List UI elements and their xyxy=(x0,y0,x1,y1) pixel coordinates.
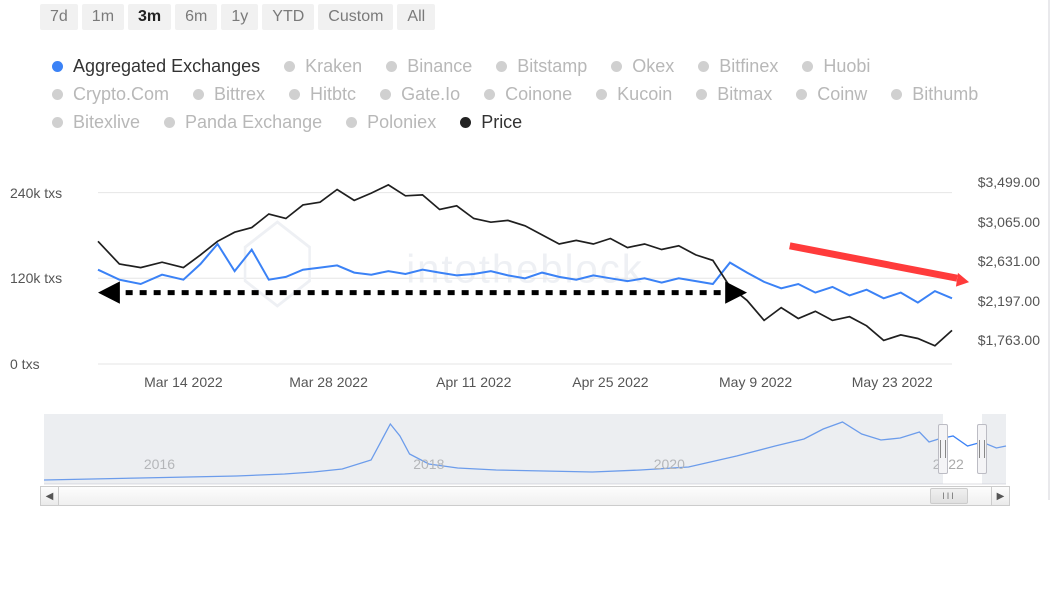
legend-item-aggregated-exchanges[interactable]: Aggregated Exchanges xyxy=(52,52,260,80)
legend-label: Crypto.Com xyxy=(73,80,169,108)
range-ytd[interactable]: YTD xyxy=(262,4,314,30)
navigator-plot[interactable]: 2016201820202022 xyxy=(44,414,1006,484)
navigator-scrollbar: ◀ III ▶ xyxy=(40,486,1010,506)
y-right-tick: $2,197.00 xyxy=(978,293,1040,309)
legend-label: Bittrex xyxy=(214,80,265,108)
range-1m[interactable]: 1m xyxy=(82,4,124,30)
legend-item-bitstamp[interactable]: Bitstamp xyxy=(496,52,587,80)
legend-item-poloniex[interactable]: Poloniex xyxy=(346,108,436,136)
legend-item-crypto-com[interactable]: Crypto.Com xyxy=(52,80,169,108)
x-tick: May 9 2022 xyxy=(719,374,792,390)
legend-item-panda-exchange[interactable]: Panda Exchange xyxy=(164,108,322,136)
legend-dot-icon xyxy=(696,89,707,100)
scrollbar-track[interactable]: III xyxy=(59,487,991,505)
legend-item-kucoin[interactable]: Kucoin xyxy=(596,80,672,108)
range-3m[interactable]: 3m xyxy=(128,4,171,30)
legend-label: Bitstamp xyxy=(517,52,587,80)
range-custom[interactable]: Custom xyxy=(318,4,393,30)
legend-label: Kraken xyxy=(305,52,362,80)
legend-item-binance[interactable]: Binance xyxy=(386,52,472,80)
legend-label: Price xyxy=(481,108,522,136)
navigator: 2016201820202022 ◀ III ▶ xyxy=(40,414,1010,504)
scroll-right-button[interactable]: ▶ xyxy=(991,487,1009,505)
legend-item-bitexlive[interactable]: Bitexlive xyxy=(52,108,140,136)
legend-label: Poloniex xyxy=(367,108,436,136)
y-left-tick: 240k txs xyxy=(10,185,62,201)
legend-item-coinone[interactable]: Coinone xyxy=(484,80,572,108)
legend-dot-icon xyxy=(52,117,63,128)
scrollbar-thumb[interactable]: III xyxy=(930,488,967,504)
legend-item-hitbtc[interactable]: Hitbtc xyxy=(289,80,356,108)
scroll-left-button[interactable]: ◀ xyxy=(41,487,59,505)
legend-label: Bitfinex xyxy=(719,52,778,80)
legend-item-kraken[interactable]: Kraken xyxy=(284,52,362,80)
legend-dot-icon xyxy=(164,117,175,128)
legend-item-bitfinex[interactable]: Bitfinex xyxy=(698,52,778,80)
legend-label: Okex xyxy=(632,52,674,80)
legend-dot-icon xyxy=(698,61,709,72)
y-right-tick: $3,499.00 xyxy=(978,174,1040,190)
legend-label: Gate.Io xyxy=(401,80,460,108)
legend-dot-icon xyxy=(284,61,295,72)
y-left-tick: 120k txs xyxy=(10,270,62,286)
y-right-tick: $2,631.00 xyxy=(978,253,1040,269)
x-tick: Mar 14 2022 xyxy=(144,374,223,390)
main-chart: intotheblock 240k txs120k txs0 txs $3,49… xyxy=(40,164,1010,394)
legend-label: Bithumb xyxy=(912,80,978,108)
y-axis-right: $3,499.00 $3,065.00 $2,631.00 $2,197.00 $1,7… xyxy=(950,164,1040,364)
time-range-row: 7d1m3m6m1yYTDCustomAll xyxy=(40,0,1010,48)
legend-label: Bitmax xyxy=(717,80,772,108)
range-all[interactable]: All xyxy=(397,4,435,30)
x-tick: May 23 2022 xyxy=(852,374,933,390)
y-axis-left: 240k txs120k txs0 txs xyxy=(10,164,100,364)
legend-dot-icon xyxy=(596,89,607,100)
legend-dot-icon xyxy=(380,89,391,100)
legend-dot-icon xyxy=(891,89,902,100)
navigator-handle-right[interactable] xyxy=(977,424,987,474)
legend-item-coinw[interactable]: Coinw xyxy=(796,80,867,108)
legend-dot-icon xyxy=(52,61,63,72)
y-left-tick: 0 txs xyxy=(10,356,40,372)
legend-label: Kucoin xyxy=(617,80,672,108)
legend-item-bittrex[interactable]: Bittrex xyxy=(193,80,265,108)
legend-label: Binance xyxy=(407,52,472,80)
legend-label: Panda Exchange xyxy=(185,108,322,136)
legend-dot-icon xyxy=(386,61,397,72)
legend-dot-icon xyxy=(496,61,507,72)
legend-dot-icon xyxy=(460,117,471,128)
legend-item-huobi[interactable]: Huobi xyxy=(802,52,870,80)
legend-dot-icon xyxy=(346,117,357,128)
legend-dot-icon xyxy=(289,89,300,100)
y-right-tick: $1,763.00 xyxy=(978,332,1040,348)
x-tick: Mar 28 2022 xyxy=(289,374,368,390)
range-6m[interactable]: 6m xyxy=(175,4,217,30)
legend-label: Coinone xyxy=(505,80,572,108)
x-tick: Apr 25 2022 xyxy=(572,374,648,390)
x-tick: Apr 11 2022 xyxy=(436,374,511,390)
x-axis: Mar 14 2022 Mar 28 2022 Apr 11 2022 Apr 25 … xyxy=(98,370,952,394)
chart-plot-area[interactable] xyxy=(98,164,952,364)
range-1y[interactable]: 1y xyxy=(221,4,258,30)
y-right-tick: $3,065.00 xyxy=(978,214,1040,230)
legend-item-price[interactable]: Price xyxy=(460,108,522,136)
legend-label: Coinw xyxy=(817,80,867,108)
legend-label: Bitexlive xyxy=(73,108,140,136)
chart-legend: Aggregated Exchanges Kraken Binance Bitstam… xyxy=(40,48,1010,154)
legend-label: Huobi xyxy=(823,52,870,80)
navigator-mask-left xyxy=(44,414,943,484)
legend-dot-icon xyxy=(52,89,63,100)
legend-dot-icon xyxy=(193,89,204,100)
legend-dot-icon xyxy=(802,61,813,72)
navigator-handle-left[interactable] xyxy=(938,424,948,474)
legend-label: Aggregated Exchanges xyxy=(73,52,260,80)
legend-dot-icon xyxy=(796,89,807,100)
legend-item-bitmax[interactable]: Bitmax xyxy=(696,80,772,108)
legend-dot-icon xyxy=(484,89,495,100)
legend-label: Hitbtc xyxy=(310,80,356,108)
legend-dot-icon xyxy=(611,61,622,72)
legend-item-okex[interactable]: Okex xyxy=(611,52,674,80)
legend-item-gate-io[interactable]: Gate.Io xyxy=(380,80,460,108)
range-7d[interactable]: 7d xyxy=(40,4,78,30)
legend-item-bithumb[interactable]: Bithumb xyxy=(891,80,978,108)
